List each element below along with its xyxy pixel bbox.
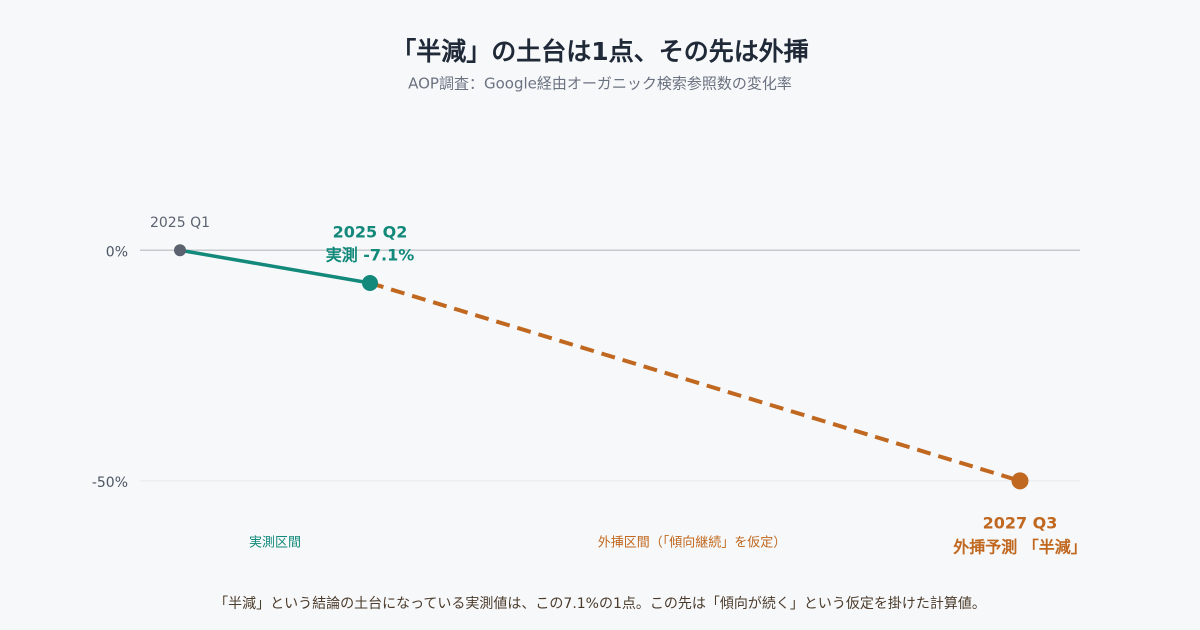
point: [174, 244, 186, 257]
annotation: 外挿予測 「半減」: [952, 538, 1087, 557]
y-tick-label: -50%: [92, 475, 128, 491]
chart-subtitle: AOP調査：Google経由オーガニック検索参照数の変化率: [408, 75, 792, 93]
series-line: [369, 281, 1021, 483]
x-label: 2027 Q3: [983, 514, 1058, 533]
x-label: 2025 Q2: [333, 223, 408, 242]
point: [362, 274, 378, 291]
x-label: 2025 Q1: [150, 215, 210, 231]
y-tick-label: 0%: [106, 244, 128, 260]
annotation: 実測 -7.1%: [326, 246, 415, 265]
point: [1011, 472, 1029, 490]
footnote: 「半減」という結論の土台になっている実測値は、この7.1%の1点。この先は「傾向…: [214, 595, 986, 612]
series-line: [179, 248, 371, 285]
region-label: 実測区間: [249, 535, 301, 551]
chart-title: 「半減」の土台は1点、その先は外挿: [391, 37, 808, 66]
region-label: 外挿区間（「傾向継続」を仮定）: [598, 535, 787, 551]
